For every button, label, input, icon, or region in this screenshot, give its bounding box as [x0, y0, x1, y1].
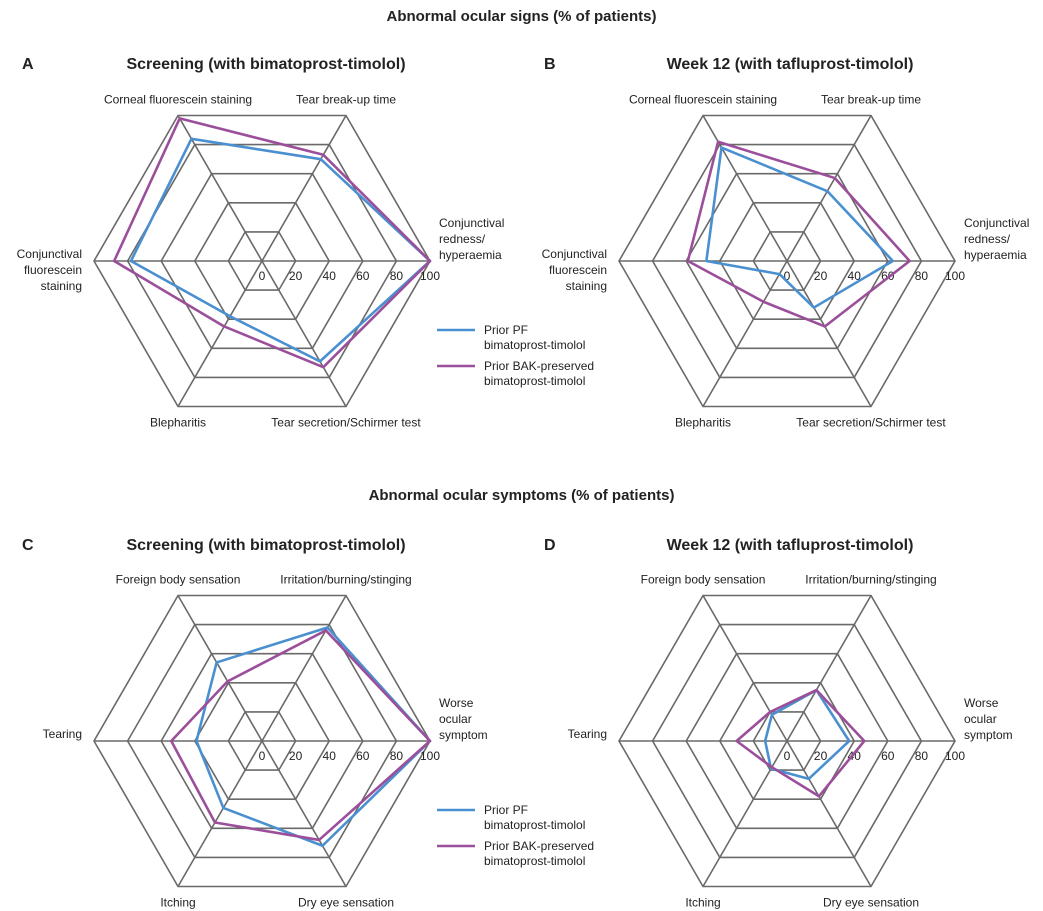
- grid-spoke: [702, 595, 788, 742]
- axis-label: Tear break-up time: [296, 93, 396, 107]
- symptoms-heading: Abnormal ocular symptoms (% of patients): [368, 487, 675, 504]
- axis-label: Blepharitis: [675, 415, 731, 429]
- series-line-pf: [129, 137, 432, 363]
- grid-spoke: [261, 595, 347, 742]
- tick-label: 80: [915, 269, 929, 283]
- tick-label: 0: [259, 749, 266, 763]
- tick-label: 100: [945, 269, 965, 283]
- tick-label: 100: [945, 749, 965, 763]
- tick-label: 20: [289, 749, 303, 763]
- signs-heading: Abnormal ocular signs (% of patients): [386, 8, 657, 25]
- tick-label: 40: [848, 269, 862, 283]
- tick-label: 20: [289, 269, 303, 283]
- legend: Prior PF bimatoprost-timolol Prior BAK-pre…: [437, 323, 594, 388]
- grid-spoke: [261, 115, 347, 262]
- tick-label: 80: [915, 749, 929, 763]
- grid-spoke: [786, 115, 872, 262]
- legend: Prior PF bimatoprost-timolol Prior BAK-pre…: [437, 803, 594, 868]
- axis-label: Foreign body sensation: [116, 573, 241, 587]
- radar-panel-a: 0 20 40 60 80 100 Conjunctival redness/hyperaem…: [17, 93, 594, 430]
- series-line-bak: [735, 688, 866, 798]
- panel-title-b: Week 12 (with tafluprost-timolol): [666, 56, 914, 73]
- grid-spoke: [261, 260, 347, 407]
- axis-label: Irritation/burning/stinging: [805, 573, 936, 587]
- axis-label: Tearing: [568, 727, 607, 741]
- axis-label: Tear break-up time: [821, 93, 921, 107]
- legend-label-pf: Prior PF bimatoprost-timolol: [484, 803, 585, 832]
- axis-label: Conjunctival fluorescein staining: [542, 247, 607, 293]
- grid-spoke: [177, 740, 263, 887]
- tick-label: 20: [814, 749, 828, 763]
- tick-label: 60: [881, 749, 895, 763]
- legend-label-bak: Prior BAK-preserved bimatoprost-timolol: [484, 359, 594, 388]
- grid-spoke: [261, 740, 347, 887]
- tick-label: 0: [784, 749, 791, 763]
- tick-label: 20: [814, 269, 828, 283]
- grid-spoke: [177, 260, 263, 407]
- axis-label: Itching: [685, 895, 720, 909]
- grid-spoke: [702, 260, 788, 407]
- tick-label: 40: [323, 269, 337, 283]
- panel-letter-c: C: [22, 537, 34, 554]
- panel-title-d: Week 12 (with tafluprost-timolol): [666, 537, 914, 554]
- series-line-bak: [686, 140, 911, 328]
- panel-title-a: Screening (with bimatoprost-timolol): [126, 56, 406, 73]
- axis-label: Blepharitis: [150, 415, 206, 429]
- tick-label: 0: [259, 269, 266, 283]
- axis-label: Conjunctival redness/hyperaemia: [964, 216, 1029, 262]
- axis-label: Tear secretion/Schirmer test: [271, 415, 421, 429]
- grid-spoke: [177, 595, 263, 742]
- grid-spoke: [702, 740, 788, 887]
- series-line-bak: [112, 117, 432, 369]
- axis-label: Foreign body sensation: [641, 573, 766, 587]
- axis-label: Corneal fluorescein staining: [104, 93, 252, 107]
- axis-label: Itching: [160, 895, 195, 909]
- tick-label: 100: [420, 749, 440, 763]
- legend-label-pf: Prior PF bimatoprost-timolol: [484, 323, 585, 352]
- axis-label: Corneal fluorescein staining: [629, 93, 777, 107]
- series-line-pf: [195, 626, 432, 848]
- grid-spoke: [786, 595, 872, 742]
- axis-label: Dry eye sensation: [823, 895, 919, 909]
- tick-label: 40: [323, 749, 337, 763]
- series-line-pf: [705, 146, 895, 309]
- grid-spoke: [786, 740, 872, 887]
- tick-label: 80: [390, 269, 404, 283]
- tick-label: 40: [848, 749, 862, 763]
- radar-panel-c: 0 20 40 60 80 100 Worse ocular symptom Irritation…: [43, 573, 594, 910]
- grid-spoke: [786, 260, 872, 407]
- radar-panel-d: 0 20 40 60 80 100 Worse ocular symptom Irritation…: [568, 573, 1013, 910]
- panel-letter-a: A: [22, 56, 34, 73]
- grid-spoke: [702, 115, 788, 262]
- axis-label: Tear secretion/Schirmer test: [796, 415, 946, 429]
- tick-label: 60: [356, 269, 370, 283]
- axis-label: Dry eye sensation: [298, 895, 394, 909]
- axis-label: Tearing: [43, 727, 82, 741]
- tick-label: 100: [420, 269, 440, 283]
- tick-label: 0: [784, 269, 791, 283]
- panel-title-c: Screening (with bimatoprost-timolol): [126, 537, 406, 554]
- panel-letter-b: B: [544, 56, 556, 73]
- tick-label: 60: [356, 749, 370, 763]
- axis-label: Worse ocular symptom: [964, 696, 1013, 742]
- tick-label: 80: [390, 749, 404, 763]
- axis-label: Conjunctival fluorescein staining: [17, 247, 82, 293]
- panel-letter-d: D: [544, 537, 556, 554]
- axis-label: Irritation/burning/stinging: [280, 573, 411, 587]
- legend-label-bak: Prior BAK-preserved bimatoprost-timolol: [484, 839, 594, 868]
- axis-label: Worse ocular symptom: [439, 696, 488, 742]
- axis-label: Conjunctival redness/hyperaemia: [439, 216, 504, 262]
- series-line-bak: [169, 629, 432, 842]
